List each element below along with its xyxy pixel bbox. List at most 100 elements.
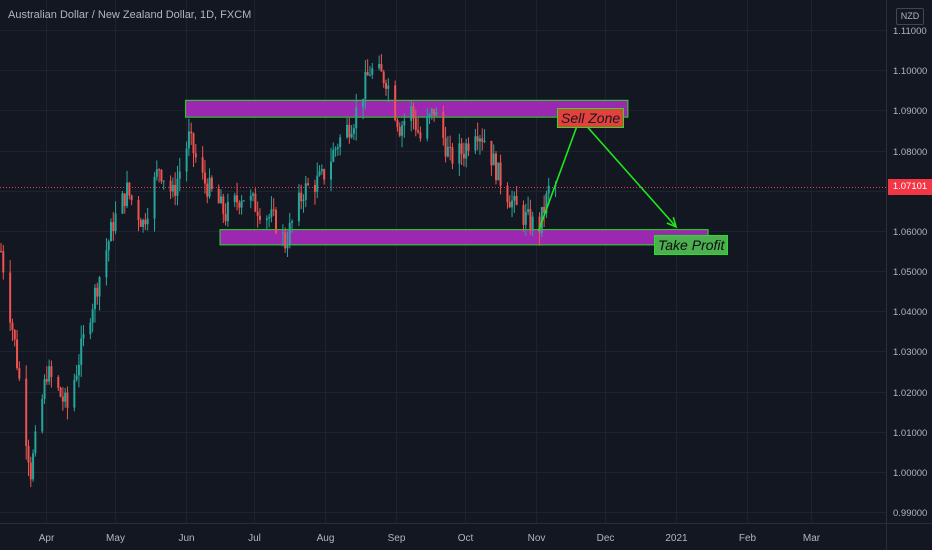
candle <box>75 364 78 382</box>
arrow-head <box>666 216 678 229</box>
candle <box>59 386 62 398</box>
candle <box>529 199 532 235</box>
candle <box>368 66 371 77</box>
candle <box>80 325 83 377</box>
candle <box>417 118 420 134</box>
candle <box>524 203 527 236</box>
candle <box>2 244 5 280</box>
candle <box>254 188 257 213</box>
candle <box>531 211 534 237</box>
candle <box>50 360 53 388</box>
x-tick-label: Feb <box>739 533 757 544</box>
candle <box>9 260 12 331</box>
candle <box>236 182 239 211</box>
candle <box>238 200 241 215</box>
candle <box>43 374 46 404</box>
y-tick-label: 1.08000 <box>893 147 927 158</box>
candle <box>222 193 225 224</box>
candle <box>121 191 124 215</box>
candle <box>208 168 211 199</box>
candle <box>98 275 101 311</box>
candle <box>272 198 275 216</box>
candle <box>348 117 351 144</box>
zone-rect[interactable] <box>219 229 709 246</box>
candle <box>142 218 145 233</box>
candle <box>233 192 236 207</box>
candle <box>34 425 37 457</box>
candle <box>201 146 204 180</box>
time-axis[interactable]: Apr May Jun Jul Aug Sep Oct Nov Dec 2021 Feb Mar <box>39 533 821 544</box>
candle <box>93 284 96 323</box>
candle <box>146 207 149 231</box>
candle <box>371 62 374 79</box>
candle <box>462 142 465 167</box>
candle <box>433 108 436 122</box>
y-tick-label: 1.11000 <box>893 26 927 37</box>
candle <box>265 215 268 231</box>
candle <box>435 107 438 116</box>
candle <box>515 186 518 206</box>
candle <box>41 394 44 434</box>
candle <box>210 175 213 192</box>
candle <box>499 154 502 195</box>
candle <box>82 325 85 347</box>
candle <box>320 164 323 175</box>
y-tick-label: 1.05000 <box>893 267 927 278</box>
currency-badge[interactable]: NZD <box>896 8 924 25</box>
candle <box>48 359 51 385</box>
candle <box>66 386 69 420</box>
candle <box>240 195 243 215</box>
x-tick-label: Jul <box>248 533 261 544</box>
candle <box>490 140 493 176</box>
candle <box>364 60 367 110</box>
candle <box>158 168 161 183</box>
candle <box>428 112 431 125</box>
candle <box>217 184 220 204</box>
candle <box>153 172 156 232</box>
candle <box>323 168 326 185</box>
candle <box>192 132 195 167</box>
candle <box>334 146 337 157</box>
zones <box>185 99 709 246</box>
candle <box>77 354 80 388</box>
x-tick-label: Nov <box>528 533 546 544</box>
candle <box>300 184 303 210</box>
candle <box>382 69 385 88</box>
x-tick-label: 2021 <box>665 533 688 544</box>
candle <box>387 78 390 103</box>
candle <box>249 189 252 209</box>
candle <box>444 126 447 163</box>
candle <box>91 303 94 333</box>
price-axis[interactable]: 1.110001.100001.090001.080001.070001.060… <box>893 26 927 519</box>
candle <box>256 201 259 228</box>
candle <box>270 196 273 223</box>
candle <box>380 53 383 72</box>
candle <box>419 126 422 142</box>
candle <box>57 375 60 391</box>
candle <box>350 125 353 139</box>
candle <box>545 190 548 219</box>
candle <box>430 107 433 120</box>
candle <box>506 182 509 209</box>
candle <box>495 151 497 185</box>
candle <box>226 193 229 227</box>
candle <box>481 128 484 151</box>
candle <box>316 162 319 199</box>
candle <box>174 172 177 206</box>
candle <box>281 224 284 247</box>
candle <box>18 361 21 382</box>
candle <box>187 118 190 157</box>
candle <box>171 177 174 198</box>
y-tick-label: 1.01000 <box>893 428 927 439</box>
zone-rect[interactable] <box>185 99 629 118</box>
candle <box>275 207 277 235</box>
candle <box>442 105 445 146</box>
candle <box>543 195 546 228</box>
candle <box>446 136 449 158</box>
candle <box>162 180 165 190</box>
candle <box>291 219 294 233</box>
candle <box>336 143 339 156</box>
candle <box>474 128 477 155</box>
candle <box>396 118 399 132</box>
